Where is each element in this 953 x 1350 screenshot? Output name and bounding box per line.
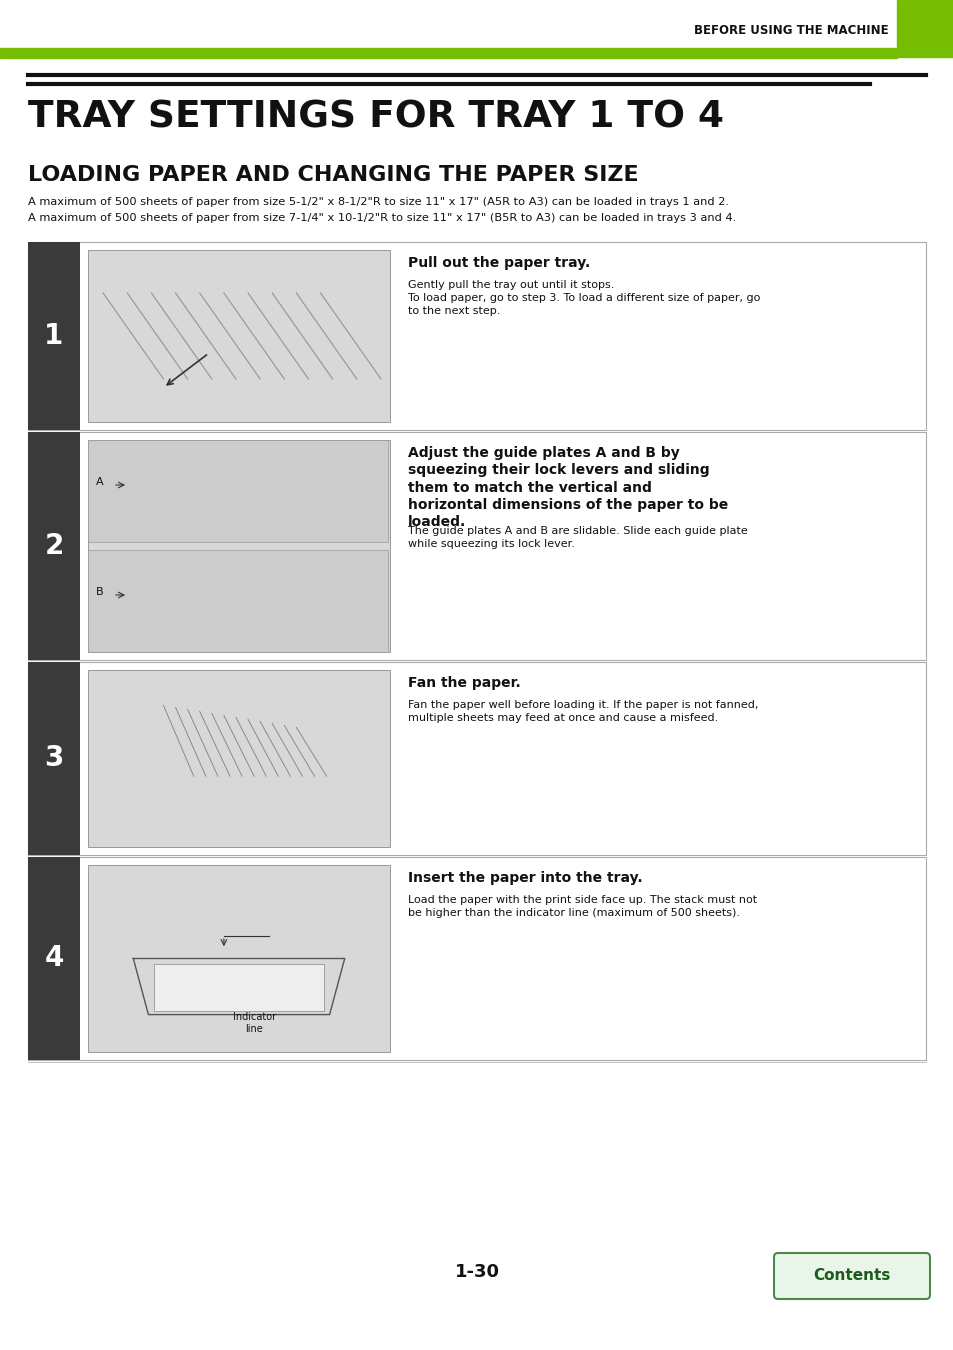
Text: 1-30: 1-30 [454, 1264, 499, 1281]
Bar [88, 549, 388, 652]
Text: 3: 3 [44, 744, 64, 772]
Bar [88, 670, 390, 846]
Bar [88, 440, 390, 652]
Bar [154, 964, 323, 1011]
Bar [28, 662, 925, 855]
Text: The guide plates A and B are slidable. Slide each guide plate
while squeezing it: The guide plates A and B are slidable. S… [408, 526, 747, 549]
Text: Fan the paper.: Fan the paper. [408, 676, 520, 690]
Text: Load the paper with the print side face up. The stack must not
be higher than th: Load the paper with the print side face … [408, 895, 757, 918]
Bar [28, 432, 80, 660]
Text: Gently pull the tray out until it stops.
To load paper, go to step 3. To load a : Gently pull the tray out until it stops.… [408, 279, 760, 316]
Bar [88, 440, 388, 541]
Bar [28, 242, 80, 431]
Text: 1: 1 [45, 323, 64, 350]
Bar [28, 857, 925, 1060]
Bar [28, 857, 80, 1060]
Text: Fan the paper well before loading it. If the paper is not fanned,
multiple sheet: Fan the paper well before loading it. If… [408, 701, 758, 722]
FancyBboxPatch shape [773, 1253, 929, 1299]
Text: TRAY SETTINGS FOR TRAY 1 TO 4: TRAY SETTINGS FOR TRAY 1 TO 4 [28, 100, 723, 136]
Text: A: A [96, 477, 104, 487]
Bar [896, 0, 953, 57]
Text: BEFORE USING THE MACHINE: BEFORE USING THE MACHINE [694, 23, 888, 36]
Text: 4: 4 [44, 945, 64, 972]
Text: Contents: Contents [813, 1269, 890, 1284]
Text: A maximum of 500 sheets of paper from size 7-1/4" x 10-1/2"R to size 11" x 17" (: A maximum of 500 sheets of paper from si… [28, 213, 736, 223]
Bar [28, 242, 925, 431]
Text: A maximum of 500 sheets of paper from size 5-1/2" x 8-1/2"R to size 11" x 17" (A: A maximum of 500 sheets of paper from si… [28, 197, 728, 207]
Text: Adjust the guide plates A and B by
squeezing their lock levers and sliding
them : Adjust the guide plates A and B by squee… [408, 446, 727, 529]
Bar [0, 49, 896, 58]
Text: B: B [96, 587, 104, 597]
Text: LOADING PAPER AND CHANGING THE PAPER SIZE: LOADING PAPER AND CHANGING THE PAPER SIZ… [28, 165, 638, 185]
Text: 2: 2 [44, 532, 64, 560]
Bar [88, 250, 390, 423]
Bar [88, 865, 390, 1052]
Bar [28, 432, 925, 660]
Text: Insert the paper into the tray.: Insert the paper into the tray. [408, 871, 642, 886]
Text: Indicator
line: Indicator line [233, 1012, 275, 1034]
Bar [28, 662, 80, 855]
Text: Pull out the paper tray.: Pull out the paper tray. [408, 256, 590, 270]
